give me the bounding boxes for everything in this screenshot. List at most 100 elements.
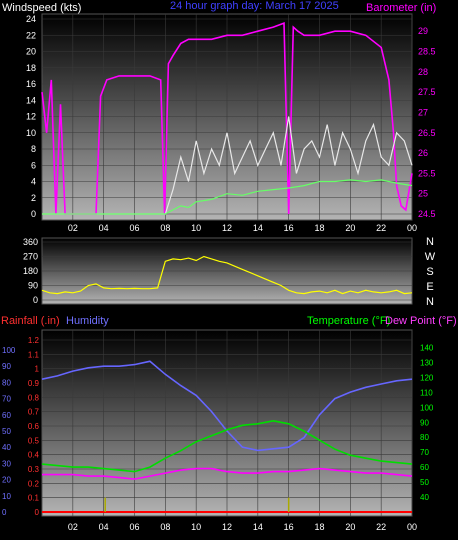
temperature-tick-label: 40 (420, 493, 429, 502)
humidity-tick-label: 80 (2, 378, 11, 387)
temperature-tick-label: 100 (420, 403, 434, 412)
series-temperature (41, 419, 413, 473)
barometer-tick-label: 27.5 (418, 87, 436, 97)
barometer-tick-label: 26.5 (418, 128, 436, 138)
barometer-tick-label: 25.5 (418, 168, 436, 178)
windspeed-tick-label: 4 (31, 177, 36, 187)
rain-tick-label: 0.9 (28, 379, 40, 388)
time-tick-label: 18 (314, 522, 324, 532)
time-tick-label: 00 (407, 522, 417, 532)
rain-tick-label: 1.1 (28, 350, 40, 359)
time-tick-label: 14 (253, 522, 263, 532)
rain-tick-label: 0.7 (28, 408, 40, 417)
compass-label: N (426, 296, 434, 308)
humidity-tick-label: 60 (2, 411, 11, 420)
humidity-tick-label: 40 (2, 443, 11, 452)
windspeed-axis-label: Windspeed (kts) (2, 2, 81, 14)
rain-tick-label: 1.2 (28, 336, 40, 345)
barometer-tick-label: 28.5 (418, 47, 436, 57)
barometer-tick-label: 24.5 (418, 209, 436, 219)
humidity-tick-label: 30 (2, 459, 11, 468)
compass-label: S (426, 266, 433, 278)
humidity-tick-label: 0 (2, 508, 7, 517)
time-tick-label: 04 (99, 223, 109, 233)
barometer-tick-label: 25 (418, 189, 428, 199)
series-humidity (41, 360, 413, 452)
windspeed-tick-label: 20 (26, 47, 36, 57)
time-tick-label: 00 (407, 223, 417, 233)
humidity-tick-label: 100 (2, 346, 16, 355)
barometer-axis-label: Barometer (in) (366, 2, 436, 14)
chart-title: 24 hour graph day: March 17 2025 (170, 0, 339, 12)
temp-humidity-panel: 0 0.1 0.2 0.3 0.4 0.5 0.6 0.7 0.8 0.9 1 1.1 1.2 0 10 20… (1, 315, 457, 532)
windspeed-tick-label: 2 (31, 193, 36, 203)
windspeed-tick-label: 24 (26, 14, 36, 24)
rain-tick-label: 0 (35, 508, 40, 517)
temperature-tick-label: 120 (420, 373, 434, 382)
time-tick-label: 20 (345, 223, 355, 233)
temperature-tick-label: 70 (420, 448, 429, 457)
time-tick-label: 08 (160, 223, 170, 233)
barometer-tick-label: 26 (418, 148, 428, 158)
time-tick-label: 22 (376, 522, 386, 532)
windspeed-tick-label: 0 (31, 209, 36, 219)
wind-barometer-panel: 02468101214161820222424.52525.52626.5272… (2, 0, 436, 233)
temperature-tick-label: 130 (420, 358, 434, 367)
time-tick-label: 06 (129, 522, 139, 532)
compass-label: E (426, 281, 433, 293)
barometer-tick-label: 29 (418, 26, 428, 36)
windspeed-tick-label: 12 (26, 112, 36, 122)
windspeed-tick-label: 16 (26, 79, 36, 89)
time-tick-label: 16 (284, 522, 294, 532)
windspeed-tick-label: 14 (26, 95, 36, 105)
humidity-tick-label: 20 (2, 476, 11, 485)
time-tick-label: 04 (99, 522, 109, 532)
direction-tick-label: 90 (28, 281, 38, 291)
legend-dew-point: Dew Point (°F) (385, 315, 457, 327)
humidity-tick-label: 50 (2, 427, 11, 436)
rain-tick-label: 0.4 (28, 451, 40, 460)
temperature-tick-label: 50 (420, 478, 429, 487)
time-tick-label: 14 (253, 223, 263, 233)
series-dew-point (42, 467, 413, 480)
barometer-tick-label: 27 (418, 107, 428, 117)
compass-label: N (426, 236, 434, 248)
series-wind-speed (42, 179, 413, 215)
rain-tick-label: 0.1 (28, 494, 40, 503)
time-tick-label: 12 (222, 522, 232, 532)
time-tick-label: 02 (68, 223, 78, 233)
time-tick-label: 02 (68, 522, 78, 532)
series-wind-direction (41, 255, 413, 295)
windspeed-tick-label: 8 (31, 144, 36, 154)
compass-label: W (425, 251, 436, 263)
windspeed-tick-label: 6 (31, 160, 36, 170)
windspeed-tick-label: 10 (26, 128, 36, 138)
legend-rainfall: Rainfall (.in) (1, 315, 60, 327)
time-tick-label: 10 (191, 522, 201, 532)
time-tick-label: 22 (376, 223, 386, 233)
direction-tick-label: 0 (33, 295, 38, 305)
time-tick-label: 06 (129, 223, 139, 233)
direction-tick-label: 270 (23, 252, 38, 262)
humidity-tick-label: 90 (2, 362, 11, 371)
rain-tick-label: 0.5 (28, 436, 40, 445)
rain-tick-label: 0.8 (28, 393, 40, 402)
direction-tick-label: 180 (23, 266, 38, 276)
temperature-tick-label: 90 (420, 418, 429, 427)
rain-tick-label: 0.2 (28, 479, 40, 488)
temperature-tick-label: 60 (420, 463, 429, 472)
windspeed-tick-label: 22 (26, 30, 36, 40)
time-tick-label: 20 (345, 522, 355, 532)
time-tick-label: 12 (222, 223, 232, 233)
series-barometer (41, 21, 413, 215)
temperature-tick-label: 80 (420, 433, 429, 442)
rain-tick-label: 0.3 (28, 465, 40, 474)
rain-tick-label: 1 (35, 365, 40, 374)
humidity-tick-label: 10 (2, 492, 11, 501)
rain-tick-label: 0.6 (28, 422, 40, 431)
series-wind-gust (42, 116, 413, 215)
time-tick-label: 16 (284, 223, 294, 233)
direction-tick-label: 360 (23, 237, 38, 247)
